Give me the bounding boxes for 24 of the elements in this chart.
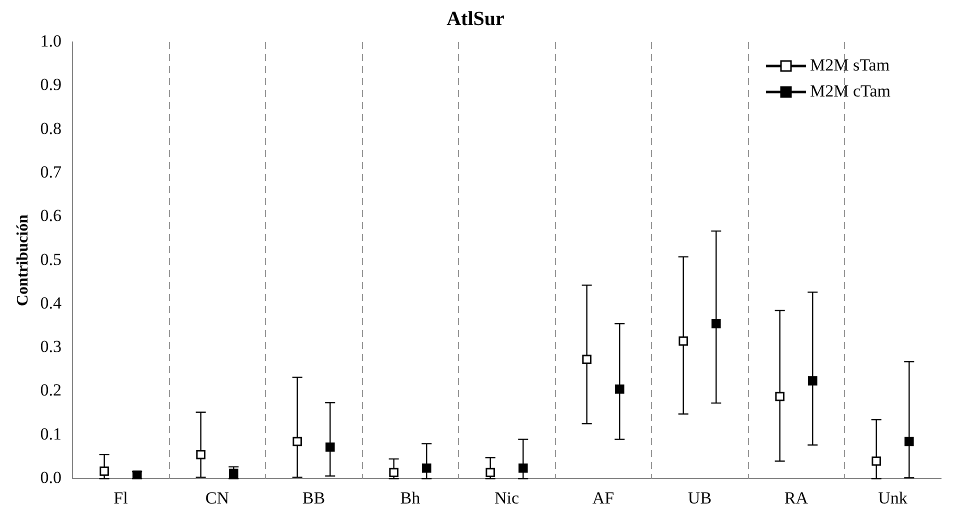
y-tick-label: 0.9	[40, 75, 62, 94]
legend-label: M2M cTam	[810, 81, 890, 100]
x-tick-label: CN	[205, 488, 230, 508]
x-tick-label: Nic	[494, 488, 520, 508]
y-tick-label: 0.4	[40, 293, 62, 312]
x-tick-label: AF	[592, 488, 614, 508]
x-tick-label: Bh	[400, 488, 421, 508]
y-tick-label: 0.2	[40, 380, 62, 400]
y-tick-label: 1.0	[40, 31, 62, 50]
y-tick-label: 0.7	[40, 162, 62, 182]
x-tick-label: UB	[688, 488, 712, 508]
x-tick-label: RA	[784, 488, 809, 508]
y-tick-label: 0.1	[40, 424, 62, 444]
x-tick-label: Fl	[114, 488, 128, 508]
legend-label: M2M sTam	[810, 55, 890, 74]
x-tick-label: BB	[302, 488, 326, 508]
y-axis-title: Contribución	[14, 214, 32, 306]
x-tick-label: Unk	[878, 488, 908, 508]
y-tick-label: 0.6	[40, 206, 62, 226]
y-tick-label: 0.3	[40, 337, 62, 356]
y-tick-label: 0.0	[40, 468, 62, 488]
y-tick-label: 0.5	[40, 250, 62, 269]
y-tick-label: 0.8	[40, 118, 62, 138]
chart-title: AtlSur	[446, 8, 505, 30]
